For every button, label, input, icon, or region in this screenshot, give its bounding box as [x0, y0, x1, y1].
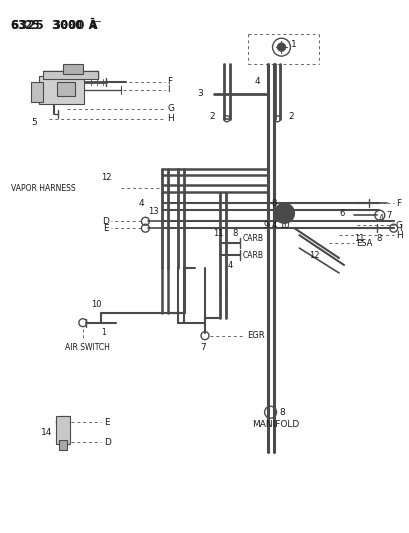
Text: F: F	[395, 199, 400, 208]
Text: 8: 8	[232, 229, 238, 238]
Text: D: D	[101, 217, 108, 226]
Text: 4: 4	[227, 261, 233, 270]
Text: F: F	[167, 77, 172, 86]
Text: 9: 9	[263, 221, 268, 230]
Bar	[57, 82, 75, 96]
Text: 2: 2	[209, 112, 214, 122]
Text: 4: 4	[254, 77, 260, 86]
Text: 6: 6	[338, 209, 344, 218]
Text: AIR SWITCH: AIR SWITCH	[65, 343, 110, 352]
Bar	[63, 64, 83, 74]
Text: H: H	[167, 114, 173, 123]
Text: 8: 8	[279, 408, 285, 417]
Text: 5: 5	[31, 118, 37, 127]
Text: 2: 2	[288, 112, 293, 122]
Text: E: E	[103, 418, 109, 427]
Text: 6325  3000 A: 6325 3000 A	[11, 19, 98, 33]
Text: H: H	[395, 231, 402, 240]
Text: EGR: EGR	[246, 331, 264, 340]
Text: 1: 1	[101, 328, 105, 337]
Bar	[59, 440, 67, 450]
Text: Ā: Ā	[89, 19, 96, 33]
Text: 7: 7	[200, 343, 205, 352]
Text: 6325  3000: 6325 3000	[11, 19, 82, 33]
Text: G: G	[167, 104, 174, 114]
Text: VAPOR HARNESS: VAPOR HARNESS	[11, 184, 76, 193]
Text: 8: 8	[376, 233, 381, 243]
Text: MANIFOLD: MANIFOLD	[251, 419, 298, 429]
Text: E: E	[103, 224, 108, 233]
Circle shape	[274, 203, 294, 223]
Text: 13: 13	[148, 207, 159, 216]
Text: 10: 10	[279, 221, 289, 230]
Text: 8: 8	[271, 199, 276, 208]
Text: G: G	[395, 221, 402, 230]
Text: 4: 4	[138, 199, 144, 208]
Text: 1: 1	[291, 39, 297, 49]
Text: ESA: ESA	[355, 239, 371, 248]
Text: 3: 3	[197, 90, 202, 99]
Text: 4: 4	[271, 221, 276, 230]
Text: CARB: CARB	[242, 251, 263, 260]
Text: 4: 4	[378, 214, 383, 223]
Bar	[56, 416, 70, 444]
Bar	[39, 76, 83, 104]
Text: 11: 11	[212, 229, 223, 238]
Text: 11: 11	[353, 233, 364, 243]
Text: 14: 14	[41, 427, 52, 437]
Text: 12: 12	[101, 173, 111, 182]
Text: 7: 7	[386, 211, 391, 220]
Text: 12: 12	[308, 251, 319, 260]
Bar	[43, 71, 97, 79]
Circle shape	[277, 43, 285, 51]
Text: I: I	[398, 224, 400, 233]
Text: 10: 10	[90, 300, 101, 309]
Text: CARB: CARB	[242, 233, 263, 243]
Bar	[31, 82, 43, 102]
Text: I: I	[167, 85, 169, 94]
Text: D: D	[103, 438, 110, 447]
